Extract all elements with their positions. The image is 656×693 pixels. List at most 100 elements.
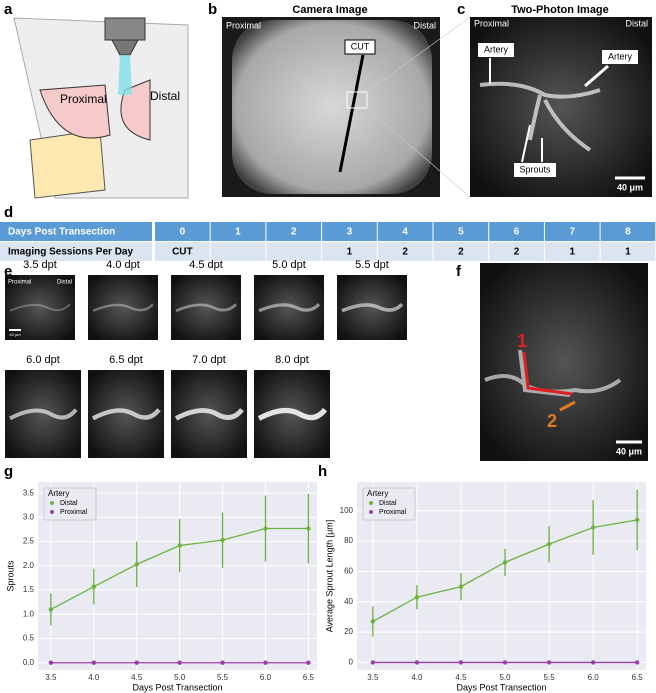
table-cell <box>433 242 489 261</box>
charts: 0.0 0.5 1.0 1.5 2.0 2.5 3.0 3.5 3.5 4.0 4.5 5.0 5.5 6… <box>5 482 646 692</box>
image-grid: 3.5 dpt Proximal Distal 40 μm 4.0 dpt 4.5 dpt… <box>5 259 407 458</box>
table-text: 7 <box>569 227 575 238</box>
point <box>263 660 268 665</box>
x-tick-label: 4.0 <box>88 673 100 682</box>
zoom-line <box>366 16 471 93</box>
table-text: 1 <box>625 247 631 258</box>
label: Sprouts <box>519 164 551 174</box>
table-text: 2 <box>458 247 464 258</box>
table-text: 5 <box>458 227 464 238</box>
x-tick-label: 5.0 <box>499 673 511 682</box>
panel-letter: f <box>456 263 462 280</box>
x-axis-label: Days Post Transection <box>456 682 546 692</box>
vessel <box>175 303 238 313</box>
table-text: 1 <box>347 247 353 258</box>
panel-title: Two-Photon Image <box>511 4 609 16</box>
x-axis-label: Days Post Transection <box>132 682 222 692</box>
point <box>134 660 139 665</box>
table-text: 2 <box>514 247 520 258</box>
table-text: 1 <box>569 247 575 258</box>
point <box>370 660 376 665</box>
time-label: 3.5 dpt <box>23 259 57 271</box>
panel-letter: h <box>318 463 327 480</box>
image <box>480 263 648 461</box>
time-label: 5.0 dpt <box>272 259 306 271</box>
y-tick-label: 2.0 <box>23 561 35 570</box>
label: Artery <box>484 44 509 54</box>
table-text: 2 <box>402 247 408 258</box>
point <box>263 526 268 531</box>
table-cell <box>600 242 656 261</box>
label: CUT <box>351 41 370 51</box>
point <box>177 543 182 548</box>
vessel <box>91 408 161 421</box>
y-tick-label: 0.0 <box>23 658 35 667</box>
y-tick-label: 60 <box>344 567 353 576</box>
panel-letter: d <box>4 204 13 221</box>
label: Proximal <box>226 20 261 30</box>
table-cell <box>489 242 544 261</box>
marker-label: 1 <box>517 331 527 351</box>
table-cell <box>600 222 656 241</box>
point <box>414 660 420 665</box>
label: Proximal <box>8 280 31 286</box>
point <box>458 584 464 589</box>
label-box <box>478 43 514 57</box>
table-cell <box>433 222 489 241</box>
image <box>232 20 432 194</box>
y-tick-label: 40 <box>344 597 353 606</box>
table: Days Post Transection 0 1 2 3 4 5 6 7 8 Imaging Se… <box>0 222 656 261</box>
x-tick-label: 5.5 <box>217 673 229 682</box>
label: Distal <box>413 20 436 30</box>
label-box <box>344 39 376 55</box>
point <box>370 619 376 624</box>
point <box>546 541 552 547</box>
y-tick-label: 3.0 <box>23 512 35 521</box>
table-cell <box>155 242 210 261</box>
marker-label: 2 <box>547 411 557 431</box>
point <box>502 560 508 565</box>
table-cell <box>544 222 600 241</box>
vessel <box>174 408 244 421</box>
table-text: Days Post Transection <box>8 227 115 238</box>
legend-label: Proximal <box>60 509 88 516</box>
table-text: CUT <box>172 247 193 258</box>
point <box>134 562 139 567</box>
table-text: 0 <box>180 227 186 238</box>
scale-label: 40 μm <box>617 182 643 192</box>
legend-title: Artery <box>48 489 69 498</box>
label: Proximal <box>60 92 107 106</box>
label: Proximal <box>474 18 509 28</box>
point <box>220 537 225 543</box>
table-text: 1 <box>235 227 241 238</box>
label: Artery <box>608 51 633 61</box>
point <box>177 660 182 665</box>
point <box>590 525 596 530</box>
panel-letter: c <box>457 1 465 18</box>
table-text: 3 <box>347 227 353 238</box>
y-tick-label: 3.5 <box>23 488 35 497</box>
table-cell <box>544 242 600 261</box>
legend-box <box>362 487 416 521</box>
image <box>88 275 158 340</box>
x-tick-label: 4.0 <box>411 673 423 682</box>
time-label: 5.5 dpt <box>355 259 389 271</box>
y-tick-label: 20 <box>344 627 353 636</box>
illustration: Proximal Distal <box>13 17 189 199</box>
trace <box>559 400 576 412</box>
y-tick-label: 1.5 <box>23 585 35 594</box>
trace <box>522 351 573 396</box>
table-cell <box>266 222 322 241</box>
legend-label: Distal <box>379 500 397 507</box>
vessel <box>341 302 404 313</box>
table-text: Imaging Sessions Per Day <box>8 247 133 258</box>
table-text: 6 <box>514 227 520 238</box>
vessel <box>92 303 154 312</box>
x-tick-label: 6.5 <box>303 673 315 682</box>
panel-letter: a <box>4 1 13 18</box>
label: Distal <box>57 280 72 286</box>
y-tick-label: 100 <box>340 506 354 515</box>
table-text: 4 <box>402 227 408 238</box>
scale-label: 40 μm <box>9 332 21 337</box>
vessel <box>479 81 601 152</box>
